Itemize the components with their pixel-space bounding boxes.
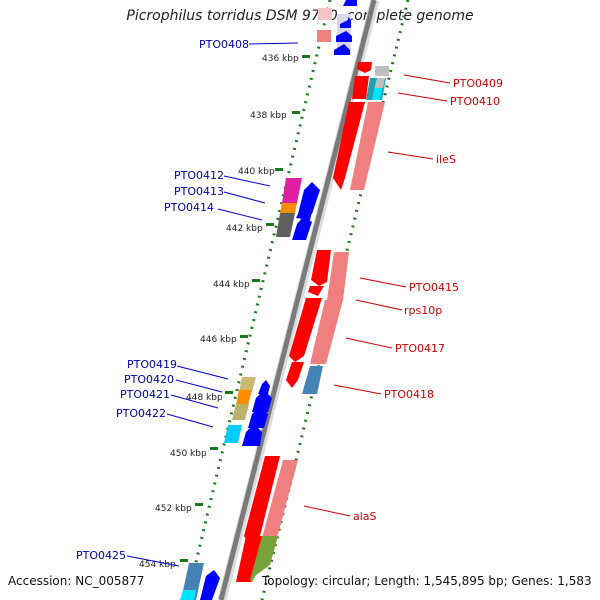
ruler-tick: [275, 168, 283, 171]
ruler-label: 438 kbp: [250, 111, 287, 121]
gene-arrow[interactable]: [308, 286, 324, 296]
gene-label-left[interactable]: PTO0421: [120, 388, 170, 401]
ruler-label: 436 kbp: [262, 54, 299, 64]
ruler-label: 452 kbp: [155, 504, 192, 514]
gene-block[interactable]: [310, 300, 343, 364]
gene-arrow[interactable]: [298, 182, 320, 214]
right-leader-lines: [303, 74, 451, 517]
ruler-tick: [195, 503, 203, 506]
gene-arrow[interactable]: [336, 31, 352, 42]
gene-arrow[interactable]: [244, 456, 280, 548]
gene-block[interactable]: [327, 252, 349, 300]
gene-label-right[interactable]: rps10p: [404, 304, 442, 317]
gene-label-left[interactable]: PTO0414: [164, 201, 214, 214]
ruler-tick: [252, 279, 260, 282]
ruler-tick: [225, 391, 233, 394]
gene-arrow[interactable]: [236, 536, 262, 582]
gene-arrow[interactable]: [357, 62, 372, 73]
gene-block[interactable]: [282, 178, 302, 203]
gene-arrow[interactable]: [334, 44, 350, 55]
accession-text: Accession: NC_005877: [8, 574, 145, 588]
ruler-tick: [302, 55, 310, 58]
gene-block[interactable]: [317, 30, 331, 42]
gene-arrow[interactable]: [343, 0, 357, 6]
gene-block[interactable]: [232, 404, 249, 420]
ruler-label: 442 kbp: [226, 224, 263, 234]
gene-block[interactable]: [280, 203, 297, 213]
gene-arrow[interactable]: [252, 390, 272, 412]
gene-arrow[interactable]: [296, 206, 312, 220]
gene-block[interactable]: [262, 460, 298, 538]
ruler-tick: [180, 559, 188, 562]
gene-label-left[interactable]: PTO0419: [127, 358, 177, 371]
gene-block[interactable]: [375, 78, 385, 88]
left-gene-labels: PTO0408 PTO0412 PTO0413 PTO0414 PTO0419 …: [76, 38, 249, 562]
topology-text: Topology: circular; Length: 1,545,895 bp…: [262, 574, 592, 588]
gene-label-right[interactable]: PTO0415: [409, 281, 459, 294]
ruler-label: 446 kbp: [200, 335, 237, 345]
gene-arrow[interactable]: [258, 380, 270, 394]
gene-block[interactable]: [350, 102, 385, 190]
map-title: Picrophilus torridus DSM 9790, complete …: [126, 8, 474, 24]
gene-label-right[interactable]: alaS: [353, 510, 377, 523]
genome-backbone: [218, 0, 377, 600]
gene-block[interactable]: [239, 377, 256, 392]
ruler-tick: [266, 223, 274, 226]
gene-label-left[interactable]: PTO0412: [174, 169, 224, 182]
gene-arrow[interactable]: [352, 76, 369, 99]
gene-block[interactable]: [180, 590, 196, 600]
gene-arrow[interactable]: [289, 298, 322, 362]
gene-label-left[interactable]: PTO0420: [124, 373, 174, 386]
gene-label-right[interactable]: PTO0410: [450, 95, 500, 108]
gene-block[interactable]: [318, 8, 332, 20]
gene-arrow[interactable]: [286, 362, 304, 388]
gene-label-left[interactable]: PTO0413: [174, 185, 224, 198]
gene-block[interactable]: [236, 390, 252, 405]
gene-arrow[interactable]: [311, 250, 331, 286]
ruler-tick: [292, 111, 300, 114]
gene-label-left[interactable]: PTO0408: [199, 38, 249, 51]
gene-arrow[interactable]: [333, 102, 365, 190]
gene-label-right[interactable]: PTO0417: [395, 342, 445, 355]
gene-label-left[interactable]: PTO0425: [76, 549, 126, 562]
ruler-labels: 436 kbp 438 kbp 440 kbp 442 kbp 444 kbp …: [139, 54, 299, 570]
ruler-ticks: [180, 55, 310, 562]
gene-block[interactable]: [375, 66, 389, 76]
gene-arrow[interactable]: [248, 406, 268, 428]
gene-label-right[interactable]: PTO0409: [453, 77, 503, 90]
gene-block[interactable]: [302, 366, 323, 394]
ruler-label: 450 kbp: [170, 449, 207, 459]
ruler-tick: [210, 447, 218, 450]
gene-arrow[interactable]: [242, 424, 262, 446]
gene-arrow[interactable]: [200, 570, 220, 600]
gene-label-right[interactable]: ileS: [436, 153, 456, 166]
ruler-label: 444 kbp: [213, 280, 250, 290]
gene-label-right[interactable]: PTO0418: [384, 388, 434, 401]
gene-block[interactable]: [224, 425, 242, 443]
left-leader-lines: [126, 42, 299, 567]
gene-arrow[interactable]: [340, 17, 351, 28]
ruler-label: 454 kbp: [139, 560, 176, 570]
gene-block[interactable]: [276, 213, 295, 237]
ruler-tick: [240, 335, 248, 338]
gene-label-left[interactable]: PTO0422: [116, 407, 166, 420]
ruler-label: 440 kbp: [238, 167, 275, 177]
gene-block[interactable]: [250, 536, 278, 582]
right-gene-labels: PTO0409 PTO0410 ileS PTO0415 rps10p PTO0…: [353, 77, 503, 523]
gene-arrow[interactable]: [292, 216, 312, 240]
ruler-label: 448 kbp: [186, 393, 223, 403]
